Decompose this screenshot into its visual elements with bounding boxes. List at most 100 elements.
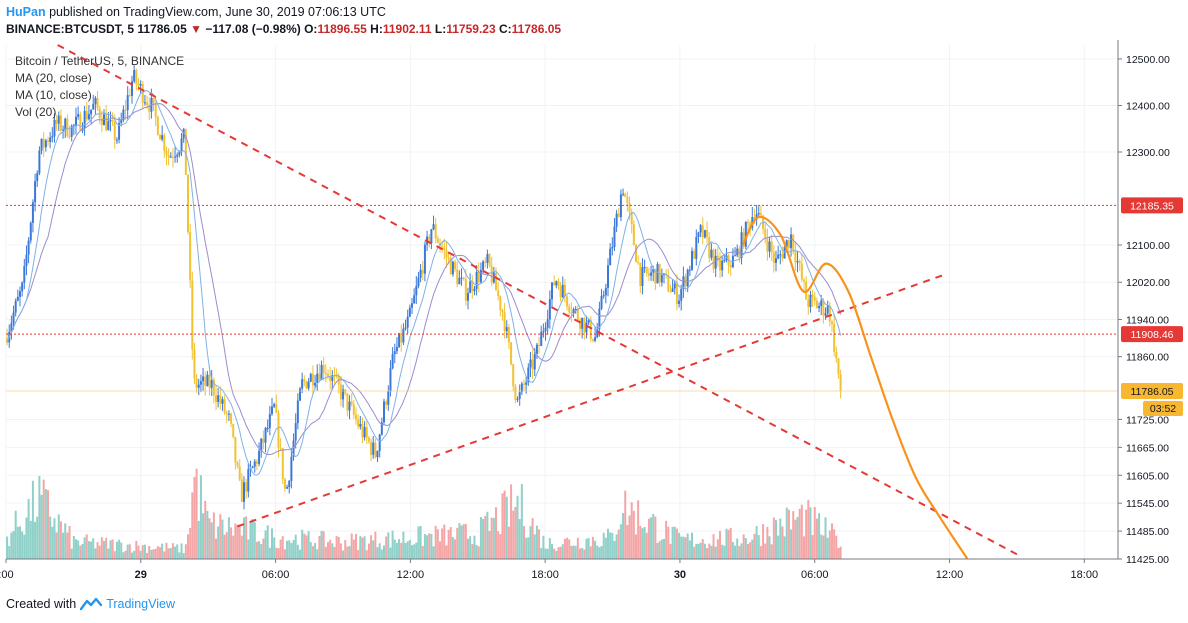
support-tag xyxy=(1121,326,1183,343)
volume-bar xyxy=(727,529,730,559)
volume-bar xyxy=(270,528,273,559)
volume-bar xyxy=(182,553,185,559)
candle xyxy=(764,221,767,244)
low-label: L: xyxy=(434,22,447,36)
volume-bar xyxy=(288,540,291,559)
volume-bar xyxy=(503,490,506,559)
candle-body xyxy=(550,282,553,300)
volume-bar xyxy=(376,547,379,559)
volume-bar xyxy=(477,546,480,559)
author-link[interactable]: HuPan xyxy=(6,5,46,19)
volume-bar xyxy=(410,545,413,559)
candle-body xyxy=(490,265,493,283)
volume-bar xyxy=(391,530,394,559)
candle-body xyxy=(281,448,284,480)
candle xyxy=(445,241,448,268)
candle-body xyxy=(578,319,581,329)
volume-bar xyxy=(398,539,401,559)
candle-body xyxy=(548,299,551,320)
volume-bar xyxy=(721,544,724,559)
candle-body xyxy=(322,364,325,374)
price-chart[interactable]: 11425.00 11485.00 11545.00 11605.00 11665.00… xyxy=(0,40,1188,590)
candle xyxy=(408,304,411,317)
volume-bar xyxy=(441,528,444,559)
candle-body xyxy=(260,438,263,451)
candle xyxy=(835,346,838,363)
candle xyxy=(230,412,233,428)
candle-body xyxy=(240,479,243,502)
candle-body xyxy=(36,173,39,182)
candle-body xyxy=(305,381,308,389)
volume-bar xyxy=(113,551,116,559)
volume-bar xyxy=(557,547,560,559)
volume-bar xyxy=(570,545,573,559)
candle-body xyxy=(111,120,114,122)
volume-bar xyxy=(374,531,377,559)
candle xyxy=(706,221,709,244)
candle-body xyxy=(630,212,633,225)
candle xyxy=(245,478,248,499)
volume-bar xyxy=(772,517,775,559)
candle-body xyxy=(18,291,21,297)
volume-bar xyxy=(72,535,75,559)
volume-bar xyxy=(774,519,777,559)
candle-body xyxy=(479,269,482,283)
volume-bar xyxy=(790,529,793,559)
candle xyxy=(128,88,131,98)
candle-body xyxy=(716,255,719,260)
candle xyxy=(298,386,301,402)
candle-body xyxy=(398,333,401,348)
candle xyxy=(139,80,142,94)
candle xyxy=(587,319,590,326)
candle-body xyxy=(772,252,775,263)
volume-bar xyxy=(559,546,562,559)
tradingview-brand[interactable]: TradingView xyxy=(106,597,175,611)
volume-bar xyxy=(434,525,437,559)
volume-bar xyxy=(273,537,276,559)
volume-bar xyxy=(514,506,517,559)
candle xyxy=(811,289,814,307)
candle xyxy=(516,396,519,403)
volume-bar xyxy=(49,516,52,559)
volume-bar xyxy=(699,542,702,559)
candle xyxy=(186,174,189,235)
candle xyxy=(456,261,459,288)
candle xyxy=(594,327,597,343)
candle-body xyxy=(757,213,760,215)
candle-body xyxy=(234,437,237,463)
candle-body xyxy=(441,246,444,248)
candle-body xyxy=(516,398,519,400)
candle xyxy=(400,324,403,352)
candle xyxy=(322,357,325,381)
candle-body xyxy=(658,264,661,283)
volume-bar xyxy=(380,549,383,559)
candle xyxy=(770,234,773,261)
volume-bar xyxy=(438,541,441,559)
volume-bar xyxy=(264,530,267,559)
candle-body xyxy=(641,267,644,286)
candle-body xyxy=(436,238,439,243)
candle-body xyxy=(805,281,808,300)
candle xyxy=(675,274,678,311)
candle-body xyxy=(298,388,301,401)
volume-bar xyxy=(277,548,280,559)
candle xyxy=(462,276,465,281)
volume-bar xyxy=(604,537,607,559)
candle xyxy=(148,97,151,121)
y-tick-label: 12400.00 xyxy=(1126,100,1170,112)
volume-bar xyxy=(632,510,635,559)
x-tick-label: 18:00 xyxy=(531,569,559,581)
candle-body xyxy=(533,354,536,370)
volume-bar xyxy=(385,536,388,559)
candle-body xyxy=(809,294,812,308)
candle xyxy=(718,252,721,278)
candle-body xyxy=(292,440,295,457)
candle-body xyxy=(738,248,741,258)
candle xyxy=(469,273,472,294)
volume-bar xyxy=(740,543,743,559)
volume-bar xyxy=(365,550,368,559)
y-tick-label: 11485.00 xyxy=(1126,526,1169,538)
volume-bar xyxy=(105,537,108,559)
volume-bar xyxy=(135,540,138,559)
candle xyxy=(740,226,743,265)
